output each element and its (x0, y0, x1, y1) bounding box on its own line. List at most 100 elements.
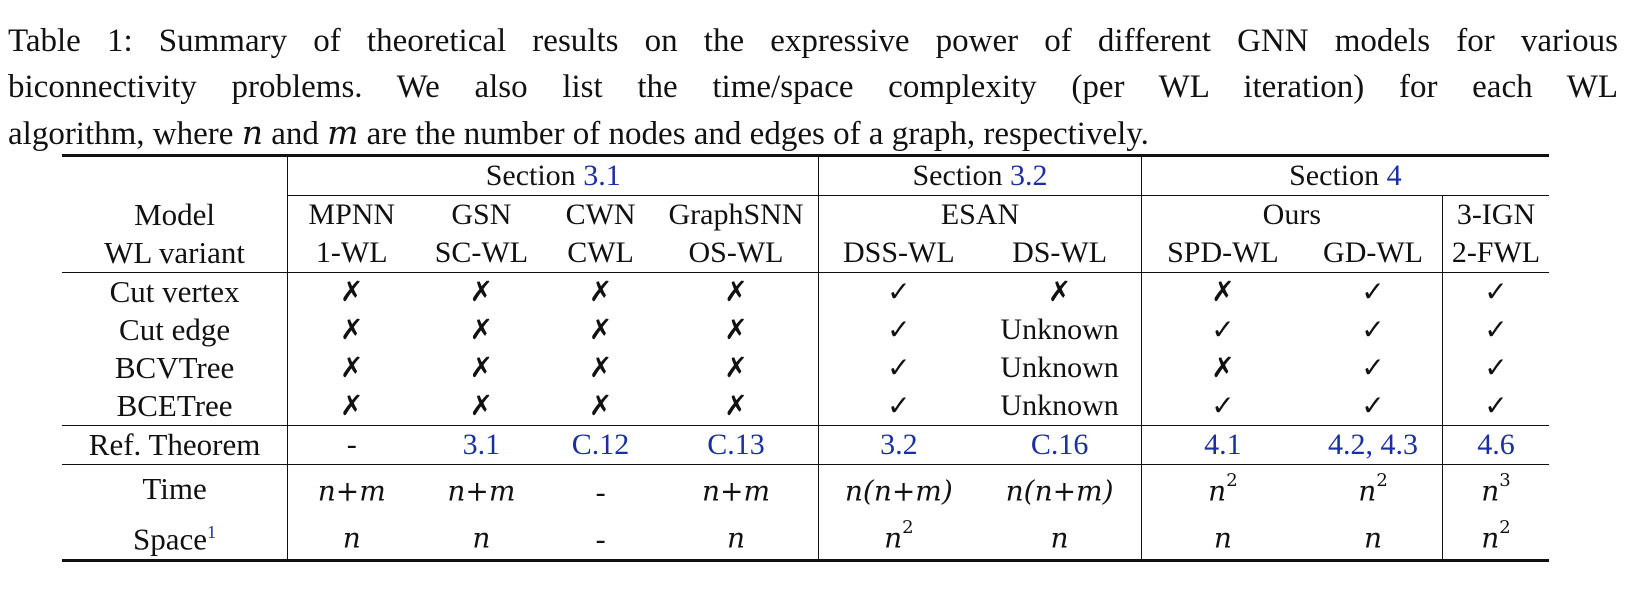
result-cell: ✓ (1361, 351, 1385, 384)
theorem-link[interactable]: 4.2, 4.3 (1304, 425, 1443, 465)
result-cell: ✗ (469, 389, 494, 422)
wl-cell: SPD-WL (1140, 234, 1305, 273)
result-cell: ✓ (1441, 387, 1549, 426)
result-cell: ✗ (724, 351, 748, 384)
space-cell: n (1364, 521, 1383, 555)
model-cell: Ours (1140, 195, 1443, 234)
result-cell: ✗ (724, 389, 748, 422)
problem-row: Cut vertex ✗ ✗ ✗ ✗ ✓ ✗ ✗ ✓ ✓ (62, 272, 1549, 311)
result-cell: ✗ (287, 349, 416, 387)
time-cell: n(n+m) (818, 464, 979, 512)
time-cell: n2 (1140, 464, 1305, 512)
time-cell: n(n+m) (978, 464, 1142, 512)
wl-cell: GD-WL (1323, 236, 1423, 269)
ref-theorem-row: Ref. Theorem - 3.1 C.12 C.13 3.2 C.16 4.… (62, 425, 1549, 465)
row-label: Cut edge (119, 312, 231, 347)
wl-cell: SC-WL (434, 236, 529, 269)
ref-cell: - (287, 425, 416, 465)
caption-line-2: biconnectivity problems. We also list th… (8, 69, 1618, 105)
wl-row: WL variant 1-WL SC-WL CWL OS-WL DSS-WL D… (62, 234, 1549, 273)
row-label: Space1 (133, 521, 217, 557)
footnote-link[interactable]: 1 (207, 521, 217, 542)
model-cell: GSN (451, 198, 512, 231)
wl-cell: CWL (567, 236, 634, 269)
theorem-link[interactable]: C.12 (547, 425, 654, 465)
result-cell: ✓ (1140, 387, 1305, 426)
space-cell: n (287, 512, 416, 561)
time-cell: n3 (1441, 464, 1549, 512)
result-cell: ✗ (469, 313, 494, 346)
result-cell: ✓ (1441, 349, 1549, 387)
section-header-3: Section 4 (1140, 155, 1549, 196)
caption-line-3: algorithm, where n and m are the number … (8, 113, 1149, 152)
result-cell: ✗ (287, 272, 416, 311)
result-cell: ✗ (653, 272, 819, 311)
theorem-link[interactable]: 4.1 (1140, 425, 1305, 465)
result-cell: ✗ (287, 387, 416, 426)
section-link[interactable]: 3.2 (1010, 159, 1048, 192)
result-cell: ✗ (287, 311, 416, 349)
space-cell: n (1050, 521, 1069, 555)
result-cell: ✓ (818, 272, 979, 311)
row-label: Cut vertex (62, 272, 288, 311)
space-cell: - (595, 523, 606, 556)
row-label: BCETree (116, 388, 233, 423)
table-caption: Table 1: Summary of theoretical results … (8, 18, 1618, 157)
result-cell: ✗ (978, 272, 1142, 311)
result-cell: ✓ (1361, 313, 1385, 346)
time-cell: n+m (653, 464, 819, 512)
result-cell: ✗ (469, 351, 494, 384)
theorem-link[interactable]: 3.1 (415, 425, 548, 465)
section-header-2: Section 3.2 (818, 155, 1142, 196)
result-cell: Unknown (1000, 389, 1119, 422)
wl-cell: 2-FWL (1441, 234, 1549, 273)
space-cell: n2 (818, 512, 979, 561)
wl-cell: 1-WL (287, 234, 416, 273)
row-label: Model (134, 196, 216, 232)
result-cell: ✓ (818, 387, 979, 426)
time-cell: n+m (415, 464, 548, 512)
var-n: n (241, 113, 263, 152)
result-cell: ✗ (724, 313, 748, 346)
time-row: Time n+m n+m - n+m n(n+m) n(n+m) n2 n2 n… (62, 464, 1549, 512)
model-cell: MPNN (287, 195, 416, 234)
theorem-link[interactable]: 3.2 (818, 425, 979, 465)
result-cell: ✗ (1140, 349, 1305, 387)
space-cell: n2 (1441, 512, 1549, 561)
model-row: Model MPNN GSN CWN GraphSNN ESAN Ours 3-… (62, 195, 1549, 234)
result-cell: ✓ (1441, 272, 1549, 311)
result-cell: ✓ (1304, 272, 1443, 311)
model-cell: ESAN (818, 195, 1142, 234)
result-cell: ✗ (1140, 272, 1305, 311)
model-cell: GraphSNN (668, 198, 804, 231)
model-cell: CWN (565, 198, 636, 231)
theorem-link[interactable]: 4.6 (1441, 425, 1549, 465)
result-cell: ✓ (818, 349, 979, 387)
theorem-link[interactable]: C.13 (653, 425, 819, 465)
time-cell: n2 (1304, 464, 1443, 512)
model-cell: 3-IGN (1441, 195, 1549, 234)
problem-row: BCVTree ✗ ✗ ✗ ✗ ✓ Unknown ✗ ✓ ✓ (62, 349, 1549, 387)
wl-cell: DSS-WL (818, 234, 979, 273)
var-m: m (327, 113, 359, 152)
row-label: WL variant (104, 235, 245, 270)
result-cell: Unknown (1000, 313, 1119, 346)
caption-line-1: Table 1: Summary of theoretical results … (8, 23, 1618, 59)
result-cell: Unknown (1000, 351, 1119, 384)
result-cell: ✓ (1441, 311, 1549, 349)
time-cell: - (547, 464, 654, 512)
section-row: Section 3.1 Section 3.2 Section 4 (62, 155, 1549, 196)
result-cell: ✓ (1140, 311, 1305, 349)
results-table: Section 3.1 Section 3.2 Section 4 Model … (62, 154, 1549, 562)
space-row: Space1 n n - n n2 n n n n2 (62, 512, 1549, 561)
space-cell: n (472, 521, 491, 555)
section-link[interactable]: 4 (1386, 159, 1402, 192)
row-label: Ref. Theorem (62, 425, 288, 465)
section-header-1: Section 3.1 (287, 155, 819, 196)
wl-cell: OS-WL (688, 236, 784, 269)
problem-row: Cut edge ✗ ✗ ✗ ✗ ✓ Unknown ✓ ✓ ✓ (62, 311, 1549, 349)
section-link[interactable]: 3.1 (583, 159, 621, 192)
result-cell: ✗ (588, 313, 613, 346)
result-cell: ✗ (588, 389, 613, 422)
theorem-link[interactable]: C.16 (978, 425, 1142, 465)
